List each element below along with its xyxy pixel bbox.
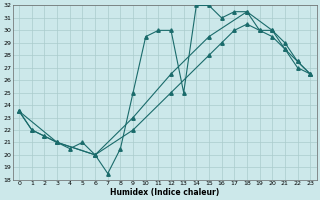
X-axis label: Humidex (Indice chaleur): Humidex (Indice chaleur) (110, 188, 219, 197)
